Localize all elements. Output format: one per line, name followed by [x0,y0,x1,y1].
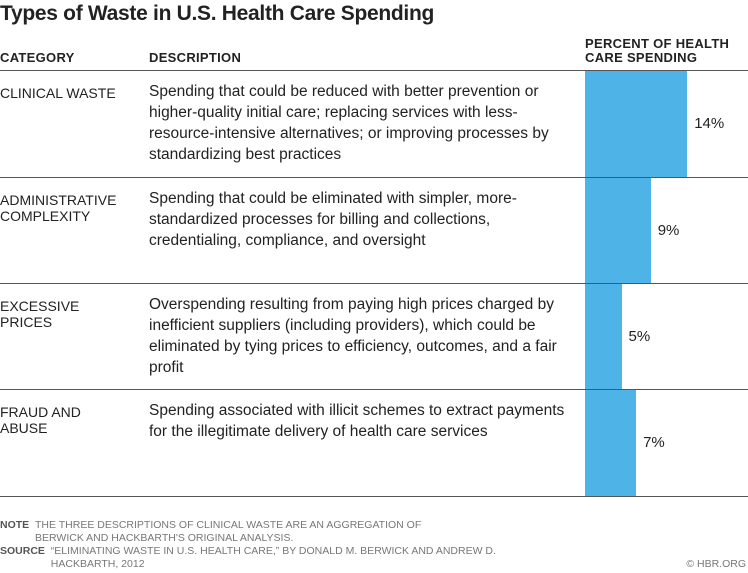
description-text: Overspending resulting from paying high … [149,296,557,376]
column-header-category: CATEGORY [0,50,75,65]
description-text: Spending that could be reduced with bett… [149,83,549,163]
description-text: Spending associated with illicit schemes… [149,402,565,440]
footnote: NOTE The three descriptions of clinical … [0,519,521,571]
bar [585,178,651,283]
bar [585,284,622,389]
source-text: “Eliminating Waste in U.S. Health Care,”… [50,545,496,570]
value-label: 9% [657,221,680,239]
column-header-percent: PERCENT OF HEALTH CARE SPENDING [585,36,730,65]
row-divider [0,389,748,390]
row-divider [0,283,748,284]
value-label: 14% [694,115,725,132]
note-text: The three descriptions of clinical waste… [35,519,422,544]
category-label: ADMINISTRATIVE COMPLEXITY [0,192,117,224]
note-label: NOTE [0,519,30,531]
source-label: SOURCE [0,545,45,557]
category-label: FRAUD AND ABUSE [0,404,81,436]
value-label: 5% [628,327,651,345]
category-label: EXCESSIVE PRICES [0,298,80,330]
column-header-description: DESCRIPTION [149,50,242,65]
copyright: © HBR.ORG [686,558,746,570]
bar [585,390,637,496]
value-label: 7% [643,434,665,451]
chart-title: Types of Waste in U.S. Health Care Spend… [0,2,435,25]
row-divider [0,70,748,71]
bar [585,71,688,177]
category-label: CLINICAL WASTE [0,85,116,101]
row-divider [0,177,748,178]
row-divider [0,496,748,497]
description-text: Spending that could be eliminated with s… [149,190,517,249]
